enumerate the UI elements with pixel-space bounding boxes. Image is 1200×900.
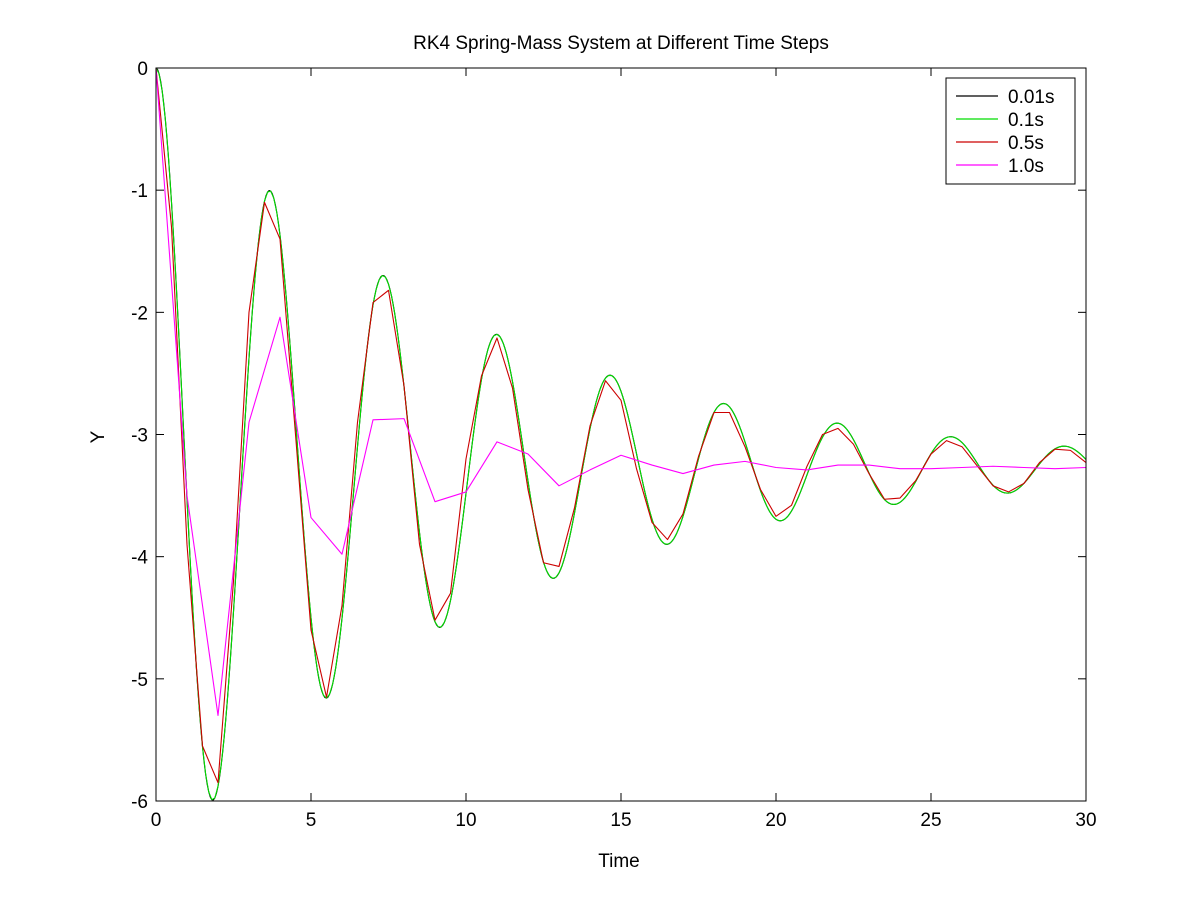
legend-label: 0.1s: [1008, 110, 1044, 131]
series-lines: [155, 67, 1087, 801]
y-tick-label: -1: [131, 181, 148, 202]
axis-ticks: 0 5 10 15 20 25 30 0 -1 -2 -3 -4 -5 -6: [131, 59, 1096, 831]
series-line-0-5s: [155, 67, 1087, 784]
x-tick-label: 30: [1075, 810, 1096, 831]
chart-title: RK4 Spring-Mass System at Different Time…: [413, 33, 829, 54]
y-tick-label: -6: [131, 792, 148, 813]
legend-label: 0.5s: [1008, 133, 1044, 154]
x-axis-label: Time: [598, 851, 640, 872]
x-tick-label: 10: [455, 810, 476, 831]
x-tick-label: 0: [151, 810, 162, 831]
y-tick-label: -5: [131, 670, 148, 691]
x-tick-label: 15: [610, 810, 631, 831]
x-tick-label: 20: [765, 810, 786, 831]
y-tick-label: -3: [131, 426, 148, 447]
y-tick-label: 0: [137, 59, 148, 80]
x-tick-label: 5: [306, 810, 317, 831]
x-tick-label: 25: [920, 810, 941, 831]
y-tick-label: -2: [131, 303, 148, 324]
legend-label: 1.0s: [1008, 156, 1044, 177]
y-tick-label: -4: [131, 548, 148, 569]
y-axis-label: Y: [88, 430, 109, 443]
legend-label: 0.01s: [1008, 87, 1054, 108]
plot-area: [156, 68, 1086, 801]
series-line-1-0s: [155, 67, 1087, 717]
